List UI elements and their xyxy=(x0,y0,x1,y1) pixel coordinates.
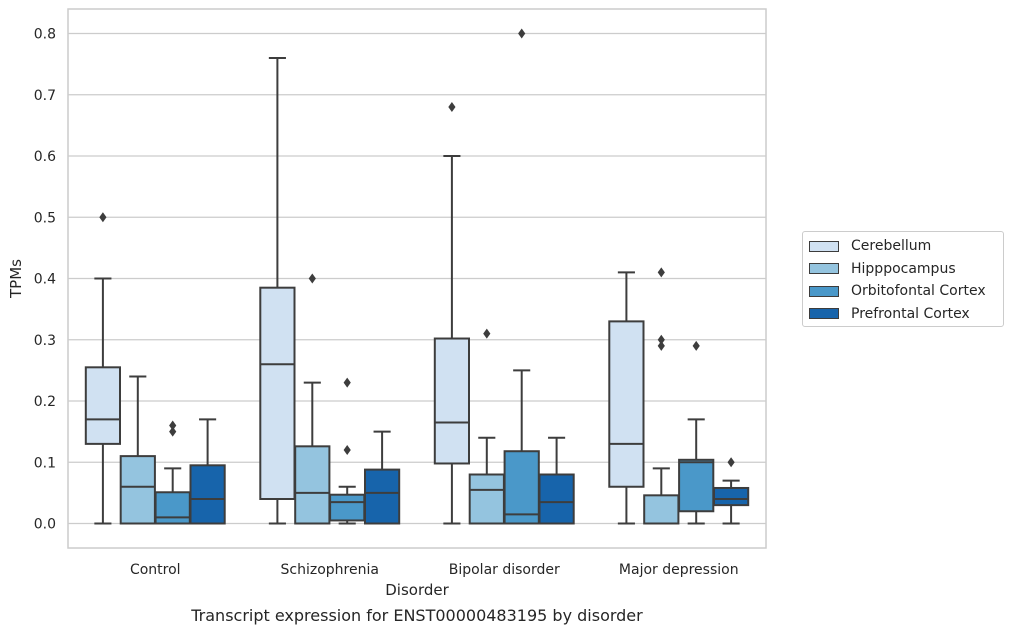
box-plot xyxy=(154,420,191,525)
outlier-point xyxy=(692,340,700,351)
box-plot xyxy=(643,267,680,525)
box xyxy=(433,337,471,465)
legend-swatch xyxy=(809,240,839,252)
y-tick-label: 0.0 xyxy=(34,517,56,533)
box-plot xyxy=(259,57,296,525)
y-tick-label: 0.2 xyxy=(34,394,56,410)
legend: Cerebellum Hipppocampus Orbitofontal Corte… xyxy=(802,231,1004,327)
plot-frame xyxy=(67,8,767,549)
box-plot xyxy=(503,28,540,525)
outlier-point xyxy=(483,328,491,339)
box xyxy=(538,473,575,525)
box-plot xyxy=(712,457,750,525)
box-plot xyxy=(189,418,226,525)
legend-item: Hipppocampus xyxy=(809,258,997,281)
box-plot xyxy=(363,430,401,525)
box-plot xyxy=(433,102,471,525)
box xyxy=(119,455,156,525)
outlier-point xyxy=(657,340,665,351)
box-plot xyxy=(84,212,122,525)
chart-caption: Transcript expression for ENST0000048319… xyxy=(191,606,643,625)
box-plot xyxy=(608,271,645,525)
box xyxy=(712,486,750,507)
outlier-point xyxy=(343,377,351,388)
box xyxy=(154,491,191,525)
y-tick-label: 0.8 xyxy=(34,27,56,43)
y-tick-label: 0.3 xyxy=(34,333,56,349)
y-tick-labels: 0.0 0.1 0.2 0.3 0.4 0.5 0.6 0.7 0.8 xyxy=(34,27,56,533)
legend-swatch xyxy=(809,308,839,320)
outlier-point xyxy=(657,267,665,278)
box-plot xyxy=(294,273,331,525)
legend-item: Orbitofontal Cortex xyxy=(809,280,997,303)
box xyxy=(294,445,331,525)
y-tick-label: 0.1 xyxy=(34,455,56,471)
box-plots xyxy=(84,28,750,525)
y-tick-label: 0.5 xyxy=(34,210,56,226)
outlier-point xyxy=(169,420,177,431)
box xyxy=(678,458,715,513)
y-tick-label: 0.6 xyxy=(34,149,56,165)
legend-label: Orbitofontal Cortex xyxy=(851,283,986,300)
box-plot xyxy=(468,328,505,525)
y-axis-label: TPMs xyxy=(7,259,25,299)
legend-item: Prefrontal Cortex xyxy=(809,303,997,326)
x-tick-label: Bipolar disorder xyxy=(449,562,560,578)
legend-label: Hipppocampus xyxy=(851,260,956,277)
box xyxy=(468,473,505,525)
y-tick-label: 0.7 xyxy=(34,88,56,104)
x-tick-label: Schizophrenia xyxy=(281,562,379,578)
box-plot xyxy=(538,436,575,525)
box xyxy=(84,366,122,445)
legend-label: Prefrontal Cortex xyxy=(851,305,970,322)
gridlines xyxy=(68,32,766,525)
y-tick-label: 0.4 xyxy=(34,272,56,288)
box-plot xyxy=(678,340,715,525)
outlier-point xyxy=(343,445,351,455)
x-tick-label: Major depression xyxy=(619,562,739,578)
box xyxy=(189,464,226,525)
box-plot xyxy=(119,375,156,525)
outlier-point xyxy=(518,28,526,39)
box xyxy=(329,493,366,522)
outlier-point xyxy=(657,334,665,345)
outlier-point xyxy=(99,212,107,223)
box xyxy=(643,494,680,525)
legend-label: Cerebellum xyxy=(851,238,932,255)
x-tick-labels: Control Schizophrenia Bipolar disorder Majo… xyxy=(130,562,739,578)
outlier-point xyxy=(448,102,456,112)
outlier-point xyxy=(308,273,316,284)
outlier-point xyxy=(727,457,735,468)
legend-swatch xyxy=(809,263,839,275)
box xyxy=(259,286,296,500)
box-plot xyxy=(329,377,366,525)
legend-item: Cerebellum xyxy=(809,235,997,258)
box xyxy=(363,468,401,525)
box xyxy=(608,320,645,488)
box xyxy=(503,450,540,525)
x-axis-label: Disorder xyxy=(385,581,449,599)
x-tick-label: Control xyxy=(130,562,181,578)
legend-swatch xyxy=(809,285,839,297)
outlier-point xyxy=(169,426,177,437)
